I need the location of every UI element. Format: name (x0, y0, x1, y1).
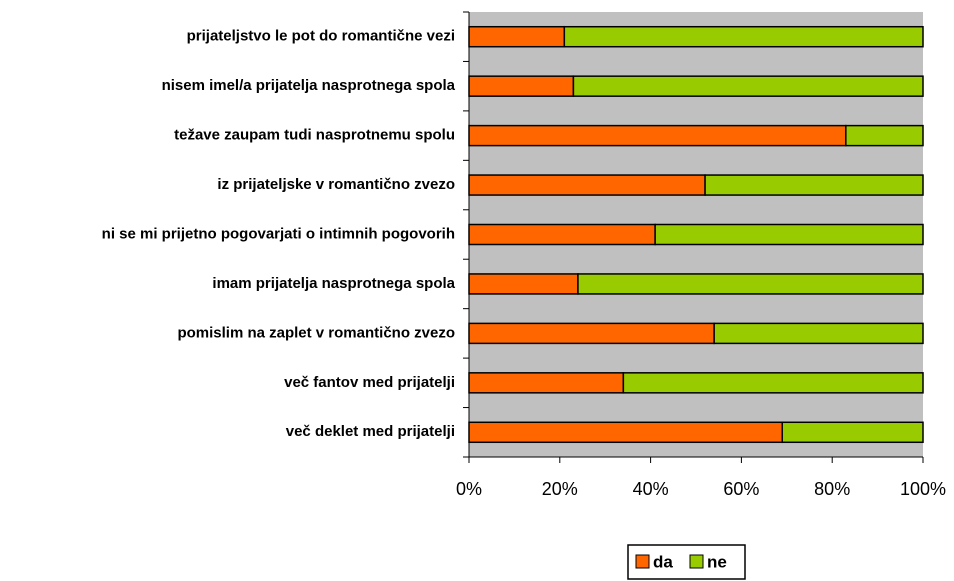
category-label: nisem imel/a prijatelja nasprotnega spol… (162, 77, 456, 94)
bar-segment (468, 322, 715, 345)
bar-segment (468, 223, 656, 246)
legend-swatch (689, 554, 704, 569)
x-tick-label: 0% (456, 479, 482, 499)
x-tick-label: 40% (633, 479, 669, 499)
category-label: iz prijateljske v romantično zvezo (217, 176, 455, 193)
bar-segment (622, 372, 924, 394)
bar-segment (468, 273, 579, 295)
x-tick-label: 60% (723, 479, 759, 499)
legend-label: ne (707, 552, 727, 571)
bar-segment (781, 421, 924, 444)
x-tick-label: 20% (542, 479, 578, 499)
bar-segment (563, 25, 924, 48)
x-tick-label: 80% (814, 479, 850, 499)
category-label: pomislim na zaplet v romantično zvezo (177, 324, 455, 341)
bar-segment (572, 75, 924, 97)
category-label: ni se mi prijetno pogovarjati o intimnih… (102, 225, 455, 242)
bar-segment (654, 223, 924, 246)
category-label: imam prijatelja nasprotnega spola (212, 275, 455, 292)
category-label: težave zaupam tudi nasprotnemu spolu (174, 127, 455, 144)
bar-segment (468, 421, 784, 444)
category-label: več deklet med prijatelji (286, 423, 455, 440)
legend-swatch (635, 554, 650, 569)
bar-segment (704, 174, 924, 196)
bar-segment (713, 322, 924, 345)
legend-label: da (653, 552, 673, 571)
category-label: več fantov med prijatelji (284, 374, 455, 391)
bar-segment (845, 124, 924, 147)
x-tick-label: 100% (900, 479, 946, 499)
bar-segment (468, 25, 566, 48)
bar-segment (468, 124, 847, 147)
bar-segment (468, 174, 706, 196)
bar-segment (577, 273, 924, 295)
category-label: prijateljstvo le pot do romantične vezi (187, 28, 455, 45)
bar-segment (468, 75, 575, 97)
bar-segment (468, 372, 625, 394)
